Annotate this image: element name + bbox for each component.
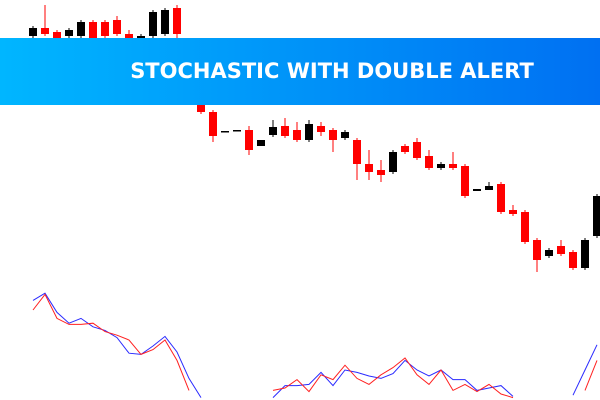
candle-body xyxy=(173,8,181,34)
stochastic-line xyxy=(272,357,514,399)
candle-body xyxy=(389,152,397,172)
candle-body xyxy=(497,184,505,212)
candle-body xyxy=(77,22,85,36)
candle-body xyxy=(425,156,433,168)
stochastic-line xyxy=(32,293,190,391)
candle-body xyxy=(437,164,445,168)
candle-body xyxy=(53,32,61,38)
candle-body xyxy=(41,28,49,34)
stochastic-line xyxy=(584,360,598,391)
candle-body xyxy=(569,252,577,268)
candle-body xyxy=(545,250,553,256)
candle-body xyxy=(233,130,241,132)
candle-body xyxy=(293,130,301,140)
candle-body xyxy=(557,246,565,254)
candle-body xyxy=(257,140,265,146)
candle-body xyxy=(449,164,457,168)
candle-body xyxy=(101,22,109,36)
candle-body xyxy=(89,22,97,38)
candle-body xyxy=(221,131,229,133)
candle-body xyxy=(317,126,325,132)
candle-body xyxy=(413,142,421,158)
candle-body xyxy=(329,130,337,140)
candle-body xyxy=(581,240,589,268)
candle-body xyxy=(281,126,289,136)
candle-body xyxy=(377,170,385,175)
candle-body xyxy=(461,166,469,196)
stochastic-panel xyxy=(32,292,598,399)
candle-body xyxy=(533,240,541,260)
candle-body xyxy=(125,34,133,38)
candle-body xyxy=(113,20,121,34)
stochastic-line xyxy=(572,344,598,396)
candle-body xyxy=(197,100,205,112)
candle-body xyxy=(209,112,217,136)
candle-body xyxy=(353,140,361,164)
candle-body xyxy=(593,196,600,236)
stochastic-line xyxy=(272,359,514,398)
candle-body xyxy=(65,30,73,36)
banner xyxy=(0,38,600,105)
candle-body xyxy=(305,124,313,140)
candle-body xyxy=(161,10,169,34)
candle-body xyxy=(269,127,277,135)
candle-body xyxy=(485,186,493,190)
candle-body xyxy=(365,164,373,172)
candle-body xyxy=(245,130,253,150)
chart-title: STOCHASTIC WITH DOUBLE ALERT xyxy=(130,59,534,83)
candle-body xyxy=(149,12,157,36)
candle-body xyxy=(401,146,409,152)
candle-body xyxy=(521,212,529,242)
candle-body xyxy=(29,28,37,36)
candle-body xyxy=(473,189,481,191)
candle-body xyxy=(509,210,517,214)
candle-body xyxy=(341,132,349,138)
stochastic-line xyxy=(32,292,202,398)
